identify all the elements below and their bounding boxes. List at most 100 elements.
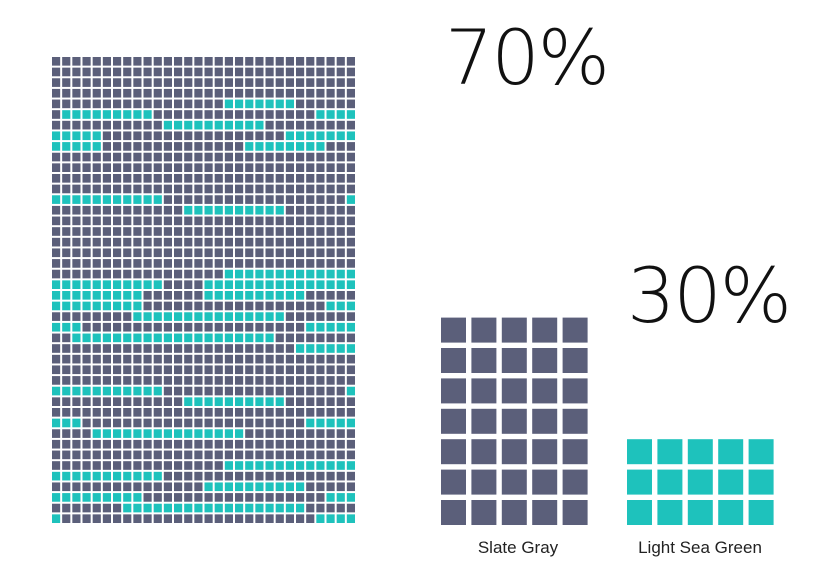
mosaic-cell <box>174 142 183 151</box>
waffle-cell-light-sea-green <box>687 469 713 495</box>
mosaic-cell <box>306 78 315 87</box>
mosaic-cell <box>245 439 254 449</box>
mosaic-cell <box>82 354 91 364</box>
mosaic-cell <box>336 280 345 289</box>
mosaic-cell <box>245 280 254 289</box>
mosaic-cell <box>306 301 315 311</box>
mosaic-cell <box>316 269 325 279</box>
mosaic-cell <box>306 227 315 236</box>
mosaic-cell <box>235 354 244 364</box>
mosaic-cell <box>214 439 223 449</box>
mosaic-cell <box>113 67 122 77</box>
mosaic-cell <box>102 344 111 353</box>
mosaic-cell <box>82 408 91 417</box>
mosaic-cell <box>326 439 335 449</box>
mosaic-cell <box>306 322 315 332</box>
mosaic-cell <box>296 439 305 449</box>
mosaic-cell <box>265 312 274 321</box>
mosaic-cell <box>174 450 183 460</box>
mosaic-cell <box>113 152 122 162</box>
mosaic-cell <box>133 365 142 375</box>
mosaic-cell <box>204 269 213 279</box>
mosaic-cell <box>285 88 294 98</box>
mosaic-cell <box>255 110 264 119</box>
mosaic-cell <box>285 78 294 87</box>
mosaic-cell <box>153 365 162 375</box>
mosaic-cell <box>296 461 305 470</box>
mosaic-cell <box>235 439 244 449</box>
mosaic-cell <box>72 450 81 460</box>
mosaic-cell <box>133 131 142 141</box>
mosaic-cell <box>336 461 345 470</box>
mosaic-cell <box>235 205 244 215</box>
mosaic-cell <box>265 174 274 183</box>
mosaic-cell <box>52 216 61 226</box>
mosaic-cell <box>153 248 162 258</box>
mosaic-cell <box>174 99 183 109</box>
mosaic-cell <box>72 269 81 279</box>
mosaic-cell <box>133 259 142 268</box>
mosaic-cell <box>194 493 203 502</box>
mosaic-cell <box>194 57 203 66</box>
mosaic-cell <box>123 514 132 523</box>
mosaic-cell <box>102 461 111 470</box>
mosaic-cell <box>72 216 81 226</box>
mosaic-cell <box>62 142 71 151</box>
mosaic-cell <box>336 237 345 247</box>
mosaic-cell <box>255 259 264 268</box>
mosaic-cell <box>285 386 294 396</box>
waffle-cell-light-sea-green <box>627 439 652 465</box>
mosaic-cell <box>306 184 315 194</box>
mosaic-cell <box>174 312 183 321</box>
mosaic-cell <box>265 269 274 279</box>
mosaic-cell <box>204 365 213 375</box>
mosaic-cell <box>316 142 325 151</box>
mosaic-cell <box>123 322 132 332</box>
mosaic-cell <box>326 354 335 364</box>
mosaic-cell <box>133 408 142 417</box>
mosaic-cell <box>214 184 223 194</box>
mosaic-cell <box>102 88 111 98</box>
mosaic-cell <box>306 280 315 289</box>
mosaic-cell <box>113 184 122 194</box>
mosaic-cell <box>214 471 223 481</box>
mosaic-cell <box>174 248 183 258</box>
mosaic-cell <box>346 493 355 502</box>
mosaic-cell <box>336 301 345 311</box>
mosaic-cell <box>245 152 254 162</box>
mosaic-cell <box>316 57 325 66</box>
waffle-cell-slate-gray <box>562 378 588 404</box>
mosaic-cell <box>174 344 183 353</box>
mosaic-cell <box>316 301 325 311</box>
mosaic-cell <box>62 503 71 513</box>
mosaic-cell <box>245 88 254 98</box>
mosaic-cell <box>265 163 274 172</box>
mosaic-cell <box>163 184 172 194</box>
mosaic-cell <box>163 418 172 428</box>
mosaic-cell <box>62 269 71 279</box>
mosaic-cell <box>296 163 305 172</box>
mosaic-cell <box>316 259 325 268</box>
mosaic-cell <box>62 344 71 353</box>
mosaic-cell <box>143 471 152 481</box>
mosaic-cell <box>255 397 264 406</box>
mosaic-cell <box>306 312 315 321</box>
mosaic-cell <box>285 503 294 513</box>
mosaic-cell <box>163 397 172 406</box>
mosaic-cell <box>123 152 132 162</box>
mosaic-cell <box>214 259 223 268</box>
mosaic-cell <box>346 57 355 66</box>
mosaic-cell <box>82 280 91 289</box>
mosaic-cell <box>72 227 81 236</box>
mosaic-cell <box>296 99 305 109</box>
waffle-cell-light-sea-green <box>687 439 713 465</box>
mosaic-cell <box>163 227 172 236</box>
mosaic-cell <box>102 216 111 226</box>
mosaic-cell <box>224 216 233 226</box>
mosaic-cell <box>174 205 183 215</box>
mosaic-cell <box>296 418 305 428</box>
mosaic-cell <box>52 248 61 258</box>
mosaic-cell <box>346 376 355 385</box>
mosaic-cell <box>92 237 101 247</box>
mosaic-cell <box>123 248 132 258</box>
